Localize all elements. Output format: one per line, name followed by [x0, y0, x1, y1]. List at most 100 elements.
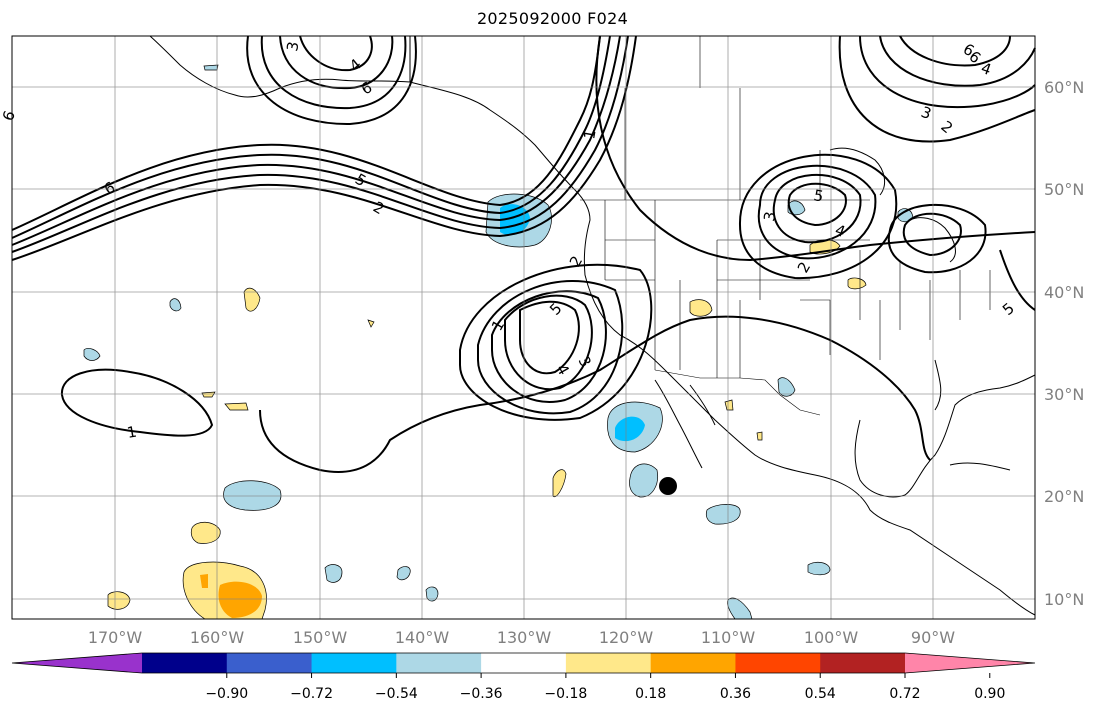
- contour-ne-2: [879, 35, 1036, 87]
- lat-tick-label: 30°N: [1044, 385, 1084, 404]
- contour-low-east-2: [772, 174, 862, 244]
- contour-jet-2: [11, 35, 611, 239]
- colorbar-segment: [650, 653, 736, 673]
- anomaly-positive-small-m: [367, 319, 375, 328]
- anomaly-negative-small-2: [324, 564, 343, 583]
- lat-tick-label: 10°N: [1044, 590, 1084, 609]
- contour-ne-1: [899, 35, 1011, 67]
- contour-closed-north-3: [260, 35, 407, 110]
- anomaly-positive-south-hawaii-core: [218, 581, 262, 618]
- anomaly-positive-small-l: [756, 431, 763, 441]
- contour-greatlakes-1: [902, 212, 962, 257]
- anomaly-positive-small-k: [724, 399, 734, 411]
- colorbar-tick-label: −0.90: [205, 686, 248, 702]
- colorbar-segment: [481, 653, 567, 673]
- anomaly-positive-small-d: [243, 287, 261, 312]
- contour-greatlakes-2: [887, 204, 987, 274]
- anomaly-positive-small-g: [552, 469, 567, 498]
- colorbar-extend-max: [905, 653, 1035, 673]
- anomaly-negative-small-7: [777, 377, 796, 397]
- contour-low-sw-1: [519, 300, 580, 375]
- map-title: 2025092000 F024: [476, 9, 629, 28]
- anomaly-positive-small-c: [107, 591, 131, 610]
- lat-tick-label: 20°N: [1044, 487, 1084, 506]
- contour-1-closed-west: [60, 368, 214, 437]
- coastline-baja: [654, 379, 703, 469]
- contour-label: 3: [760, 210, 779, 223]
- contour-low-sw-3: [491, 290, 607, 403]
- lon-tick-label: 90°W: [911, 628, 955, 647]
- colorbar-segment: [565, 653, 652, 673]
- contour-low-sw-5: [459, 263, 653, 421]
- contour-low-east-1: [787, 182, 847, 227]
- coastline-alaska: [409, 36, 1036, 616]
- map-background: [12, 36, 1035, 619]
- colorbar-segment: [311, 653, 397, 673]
- contour-low-sw-2: [504, 294, 593, 391]
- lat-tick-label: 50°N: [1044, 180, 1084, 199]
- contour-closed-north-4: [246, 35, 417, 126]
- coastline-florida: [934, 359, 942, 411]
- anomaly-negative-small-11: [787, 200, 806, 216]
- anomaly-negative-baja-core: [615, 416, 645, 442]
- colorbar-extend-min: [12, 653, 142, 673]
- anomaly-positive-small-h: [689, 299, 713, 317]
- contour-label: 1: [126, 423, 139, 442]
- anomaly-negative-hawaii: [223, 480, 282, 511]
- lon-tick-label: 170°W: [88, 628, 143, 647]
- contour-label: 5: [812, 186, 825, 205]
- colorbar-segment: [396, 653, 482, 673]
- colorbar: −0.90 −0.72 −0.54 −0.36 −0.18 0.18 0.36 0.54 0.7…: [11, 652, 1036, 702]
- anomaly-positive-small-f: [201, 391, 216, 398]
- lon-tick-label: 150°W: [293, 628, 348, 647]
- contour-jet-3: [11, 35, 621, 246]
- contour-jet-5: [11, 35, 637, 261]
- contour-closed-north-1: [299, 35, 373, 72]
- anomaly-positive-small-e: [224, 402, 249, 411]
- anomaly-negative-offshore: [629, 463, 658, 498]
- anomaly-negative-small-4: [425, 586, 439, 602]
- coastline-baja-east: [689, 384, 716, 426]
- colorbar-tick-label: 0.90: [974, 686, 1005, 702]
- graticule: [12, 36, 1035, 619]
- lon-tick-label: 110°W: [701, 628, 756, 647]
- border-states: [604, 200, 991, 378]
- lon-tick-label: 160°W: [190, 628, 245, 647]
- coastline-greatlakes: [909, 217, 956, 263]
- colorbar-tick-label: −0.54: [375, 686, 418, 702]
- coastline-alaska-west: [149, 35, 411, 98]
- anomaly-positive-small-b: [190, 521, 221, 544]
- coastline-hudson: [829, 147, 886, 196]
- lon-tick-label: 120°W: [599, 628, 654, 647]
- coastline-cuba: [949, 462, 1011, 471]
- lon-tick-label: 100°W: [804, 628, 859, 647]
- anomaly-positive-small-j: [847, 277, 867, 290]
- contour-low-sw-4: [477, 280, 624, 415]
- lon-tick-label: 140°W: [395, 628, 450, 647]
- contour-low-east-4: [738, 153, 898, 280]
- coastlines: [149, 35, 1036, 616]
- contour-label: 3: [283, 40, 302, 53]
- colorbar-segment: [820, 653, 906, 673]
- anomaly-negative-small-3: [396, 566, 411, 581]
- colorbar-tick-label: 0.54: [805, 686, 836, 702]
- lat-tick-label: 40°N: [1044, 283, 1084, 302]
- colorbar-outline: [11, 652, 1036, 674]
- contour-1-upper: [595, 35, 1036, 262]
- anomaly-negative-small-6: [807, 561, 831, 576]
- colorbar-tick-label: −0.72: [290, 686, 333, 702]
- border-us-mexico: [654, 369, 821, 416]
- colorbar-segment: [226, 653, 313, 673]
- border-canada-provinces: [624, 36, 821, 200]
- contour-closed-north-2: [279, 35, 394, 90]
- anomaly-positive-small-a: [200, 574, 208, 588]
- colorbar-segment: [735, 653, 821, 673]
- contour-jet-4: [11, 35, 629, 253]
- shaded-anomalies: [83, 64, 914, 620]
- colorbar-tick-label: 0.36: [720, 686, 751, 702]
- contour-1-long: [259, 315, 931, 473]
- contour-lines: [11, 35, 1036, 473]
- anomaly-negative-small-10: [203, 64, 219, 71]
- contour-label: 1: [580, 128, 599, 141]
